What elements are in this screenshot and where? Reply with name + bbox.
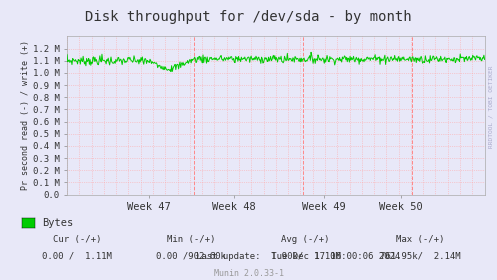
Text: Avg (-/+): Avg (-/+): [281, 235, 330, 244]
Text: Disk throughput for /dev/sda - by month: Disk throughput for /dev/sda - by month: [85, 10, 412, 24]
Text: Cur (-/+): Cur (-/+): [53, 235, 101, 244]
Text: RRDTOOL / TOBI OETIKER: RRDTOOL / TOBI OETIKER: [489, 65, 494, 148]
Text: Max (-/+): Max (-/+): [396, 235, 444, 244]
Text: 0.00 /902.60k: 0.00 /902.60k: [157, 252, 226, 261]
Text: 1.90k/  1.10M: 1.90k/ 1.10M: [271, 252, 340, 261]
Y-axis label: Pr second read (-) / write (+): Pr second read (-) / write (+): [21, 41, 30, 190]
Text: Min (-/+): Min (-/+): [167, 235, 216, 244]
Text: Last update:  Tue Dec 17 16:00:06 2024: Last update: Tue Dec 17 16:00:06 2024: [196, 252, 400, 261]
Text: 0.00 /  1.11M: 0.00 / 1.11M: [42, 252, 112, 261]
Text: Munin 2.0.33-1: Munin 2.0.33-1: [214, 269, 283, 277]
Text: Bytes: Bytes: [42, 218, 74, 228]
Text: 761.95k/  2.14M: 761.95k/ 2.14M: [380, 252, 460, 261]
